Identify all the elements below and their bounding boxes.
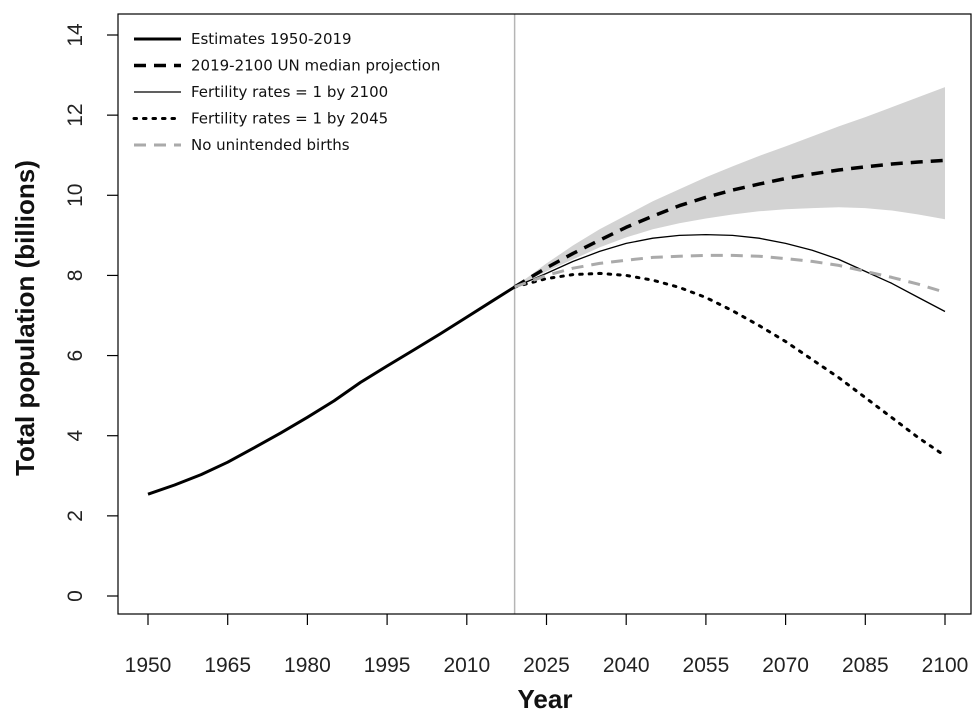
y-tick-label-6: 12 <box>64 103 87 126</box>
x-tick-label-0: 1950 <box>125 654 172 677</box>
legend-label-4: No unintended births <box>191 136 350 154</box>
y-tick-label-2: 4 <box>64 430 87 442</box>
x-tick-label-4: 2010 <box>443 654 490 677</box>
x-tick-label-7: 2055 <box>683 654 730 677</box>
x-tick-label-9: 2085 <box>842 654 889 677</box>
x-tick-label-8: 2070 <box>762 654 809 677</box>
y-tick-label-3: 6 <box>64 350 87 362</box>
y-tick-label-1: 2 <box>64 510 87 522</box>
legend-label-0: Estimates 1950-2019 <box>191 30 352 48</box>
y-tick-label-7: 14 <box>64 23 87 47</box>
y-axis-title: Total population (billions) <box>10 160 40 476</box>
legend-label-3: Fertility rates = 1 by 2045 <box>191 110 388 128</box>
x-axis-title: Year <box>518 684 573 714</box>
x-tick-label-2: 1980 <box>284 654 331 677</box>
legend-label-2: Fertility rates = 1 by 2100 <box>191 83 388 101</box>
x-tick-label-1: 1965 <box>204 654 251 677</box>
x-tick-label-3: 1995 <box>364 654 411 677</box>
x-tick-label-10: 2100 <box>922 654 969 677</box>
y-tick-label-0: 0 <box>64 590 87 602</box>
x-tick-label-6: 2040 <box>603 654 650 677</box>
x-tick-label-5: 2025 <box>523 654 570 677</box>
y-tick-label-5: 10 <box>64 184 87 207</box>
legend-label-1: 2019-2100 UN median projection <box>191 57 440 75</box>
y-tick-label-4: 8 <box>64 270 87 282</box>
